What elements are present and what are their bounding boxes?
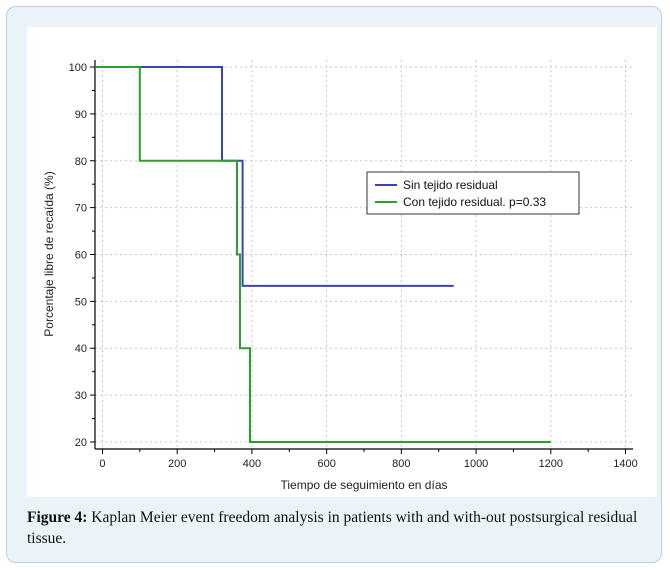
x-tick-label: 400 — [243, 458, 261, 470]
x-tick-label: 1400 — [613, 458, 637, 470]
legend-label-con: Con tejido residual. p=0.33 — [403, 195, 546, 209]
y-tick-label: 70 — [75, 203, 87, 215]
y-tick-label: 40 — [75, 343, 87, 355]
y-tick-label: 20 — [75, 437, 87, 449]
legend-box — [366, 171, 580, 215]
caption-text: Kaplan Meier event freedom analysis in p… — [27, 509, 638, 547]
series-group — [95, 66, 551, 443]
figure-frame: 0 200 400 600 800 1000 1200 1400 20 30 40 50 60 70 80 9… — [6, 6, 662, 563]
y-tick-label: 80 — [75, 156, 87, 168]
legend-label-sin: Sin tejido residual — [403, 178, 498, 192]
caption-label: Figure 4: — [27, 509, 88, 526]
x-tick-label: 600 — [317, 458, 335, 470]
y-tick-label: 60 — [75, 250, 87, 262]
y-tick-label: 30 — [75, 390, 87, 402]
kaplan-meier-chart: 0 200 400 600 800 1000 1200 1400 20 30 40 50 60 70 80 9… — [42, 60, 638, 492]
series-line-con-tejido — [95, 66, 551, 443]
x-tick-label: 200 — [168, 458, 186, 470]
x-tick-label: 1000 — [464, 458, 488, 470]
y-tick-label: 90 — [75, 109, 87, 121]
axes: 0 200 400 600 800 1000 1200 1400 20 30 40 50 60 70 80 9… — [69, 60, 638, 470]
x-tick-label: 1200 — [539, 458, 563, 470]
figure-caption: Figure 4: Kaplan Meier event freedom ana… — [27, 507, 657, 549]
y-tick-label: 100 — [69, 62, 87, 74]
x-axis-title: Tiempo de seguimiento en días — [281, 478, 448, 492]
x-tick-label: 0 — [99, 458, 105, 470]
y-axis-title: Porcentaje libre de recaída (%) — [42, 171, 56, 336]
chart-panel: 0 200 400 600 800 1000 1200 1400 20 30 40 50 60 70 80 9… — [27, 27, 657, 497]
legend: Sin tejido residual Con tejido residual.… — [366, 171, 580, 215]
y-tick-label: 50 — [75, 296, 87, 308]
x-tick-label: 800 — [392, 458, 410, 470]
plot-area — [95, 60, 633, 449]
